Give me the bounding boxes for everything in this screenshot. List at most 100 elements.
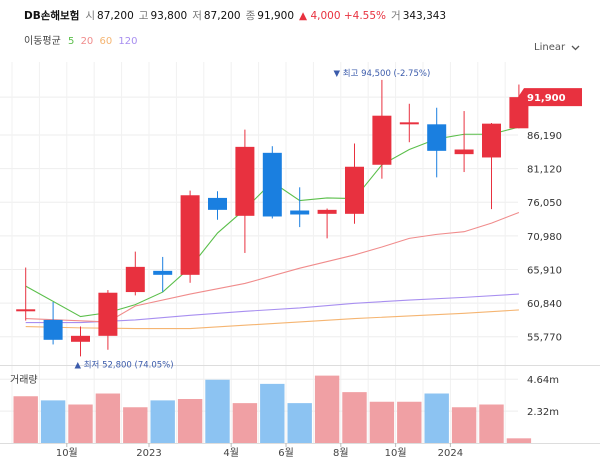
x-tick-label: 10월 xyxy=(56,447,78,459)
volume-value: 343,343 xyxy=(402,10,447,22)
last-price-tag xyxy=(518,88,582,107)
candle-body xyxy=(454,149,474,155)
candle-body xyxy=(125,266,145,293)
candle xyxy=(482,122,501,210)
price-tick-label: 76,050 xyxy=(527,198,562,209)
volume-label: 거 xyxy=(391,10,401,22)
volume-bar xyxy=(314,375,340,443)
moving-average-legend[interactable]: 이동평균 5 20 60 120 xyxy=(24,32,141,47)
candle-body xyxy=(43,319,63,340)
price-tick-label: 86,190 xyxy=(527,131,562,142)
scale-mode-label: Linear xyxy=(534,42,566,53)
x-tick-label: 6월 xyxy=(278,447,294,459)
candle-body xyxy=(317,209,337,214)
volume-bar xyxy=(451,407,477,443)
ma-legend-title: 이동평균 xyxy=(24,36,61,47)
volume-bar xyxy=(424,393,449,443)
candle xyxy=(399,103,419,143)
scale-mode-dropdown[interactable]: Linear xyxy=(534,42,580,53)
candle xyxy=(427,107,447,178)
volume-bar xyxy=(150,400,175,443)
low-price-annotation: ▲ 최저 52,800 (74.05%) xyxy=(75,359,174,370)
volume-tick-label: 4.64m xyxy=(527,375,559,386)
x-tick-label: 8월 xyxy=(333,447,349,459)
stock-summary-header: DB손해보험 시 87,200 고 93,800 저 87,200 종 91,9… xyxy=(24,8,451,24)
ma60-label: 60 xyxy=(99,36,113,47)
candle-body xyxy=(372,115,392,165)
candle-body xyxy=(290,210,310,215)
candle-body xyxy=(482,123,501,158)
high-price: 93,800 xyxy=(150,10,188,22)
x-tick-label: 2023 xyxy=(136,448,161,459)
candle xyxy=(98,290,118,350)
candle xyxy=(345,143,364,224)
candle xyxy=(317,208,337,239)
candle xyxy=(290,187,310,228)
candle xyxy=(16,267,36,321)
high-label: 고 xyxy=(138,10,149,22)
candle-body xyxy=(262,152,282,217)
close-label: 종 xyxy=(245,10,256,22)
volume-bar xyxy=(342,392,367,443)
open-price: 87,200 xyxy=(97,10,134,22)
candle xyxy=(208,191,227,220)
candle-body xyxy=(427,124,447,151)
volume-bar xyxy=(479,404,504,443)
chevron-down-icon xyxy=(571,45,580,50)
high-price-annotation: ▼ 최고 94,500 (-2.75%) xyxy=(334,68,431,79)
candle xyxy=(235,129,255,253)
volume-bar xyxy=(397,401,422,443)
price-tick-label: 60,840 xyxy=(527,299,562,310)
candle xyxy=(454,111,474,173)
candle xyxy=(153,256,173,293)
ma120-label: 120 xyxy=(118,36,138,47)
price-change: ▲ 4,000 +4.55% xyxy=(299,10,387,22)
volume-bar xyxy=(232,403,258,443)
volume-bar xyxy=(13,396,38,443)
candle-body xyxy=(180,195,200,275)
low-label: 저 xyxy=(192,10,202,22)
price-tick-label: 70,980 xyxy=(527,232,562,243)
candle-body xyxy=(153,270,173,275)
ma5-label: 5 xyxy=(68,36,75,47)
volume-tick-label: 2.32m xyxy=(527,407,559,418)
last-price-label: 91,900 xyxy=(527,93,566,104)
candle xyxy=(372,79,392,179)
volume-bar xyxy=(177,399,203,443)
close-price: 91,900 xyxy=(257,10,295,22)
ma20-label: 20 xyxy=(80,36,94,47)
volume-panel-title: 거래량 xyxy=(10,375,38,386)
price-tick-label: 55,770 xyxy=(527,333,562,344)
volume-bar xyxy=(205,379,230,443)
stock-name: DB손해보험 xyxy=(24,10,80,22)
volume-bar xyxy=(68,404,93,443)
candle xyxy=(43,302,63,345)
low-price: 87,200 xyxy=(203,10,241,22)
volume-bar xyxy=(260,383,285,443)
candle xyxy=(180,190,200,283)
candle-body xyxy=(345,166,364,214)
volume-bar xyxy=(506,438,532,443)
ma20-line xyxy=(25,211,520,323)
x-tick-label: 2024 xyxy=(438,448,463,459)
price-tick-label: 81,120 xyxy=(527,165,562,176)
candle-body xyxy=(208,197,227,210)
candle-body xyxy=(71,335,90,342)
candle-body xyxy=(235,146,255,216)
volume-bar xyxy=(369,401,395,443)
candle-body xyxy=(16,309,36,312)
x-tick-label: 4월 xyxy=(223,447,239,459)
price-tick-label: 65,910 xyxy=(527,265,562,276)
volume-bar xyxy=(287,403,312,443)
open-label: 시 xyxy=(85,10,96,22)
candle xyxy=(125,251,145,296)
candle-body xyxy=(399,122,419,125)
candle xyxy=(71,326,90,357)
volume-bar xyxy=(123,407,148,443)
volume-bar xyxy=(40,400,66,443)
candle-body xyxy=(98,292,118,336)
candle xyxy=(262,146,282,219)
volume-bar xyxy=(95,393,121,443)
x-tick-label: 10월 xyxy=(385,447,407,459)
